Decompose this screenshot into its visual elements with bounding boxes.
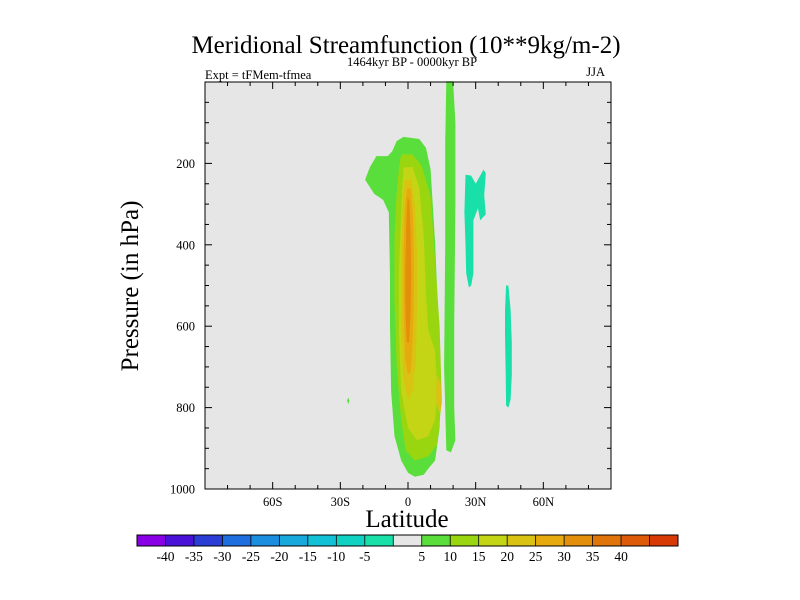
y-tick-label: 800 [176, 401, 195, 415]
colorbar-swatch [250, 535, 280, 546]
colorbar-label: 25 [529, 549, 543, 564]
colorbar-swatch [336, 535, 366, 546]
contour-region-gold-right [436, 375, 442, 414]
colorbar-label: -40 [157, 549, 175, 564]
colorbar-label: 15 [472, 549, 486, 564]
colorbar-label: -30 [213, 549, 231, 564]
contour-region-dark-orange [405, 198, 412, 343]
colorbar-label: 10 [443, 549, 457, 564]
colorbar-label: -5 [359, 549, 370, 564]
colorbar-swatch [478, 535, 508, 546]
y-tick-label: 400 [176, 238, 195, 252]
chart-subtitle-right: JJA [586, 65, 605, 79]
contour-region-green-dot [347, 397, 350, 405]
colorbar-swatch [137, 535, 166, 546]
colorbar-swatch [364, 535, 394, 546]
colorbar-label: -15 [299, 549, 317, 564]
y-axis-label: Pressure (in hPa) [117, 201, 144, 372]
colorbar-swatch [165, 535, 195, 546]
contour-region-teal-upper [464, 169, 486, 288]
colorbar-label: 5 [418, 549, 425, 564]
chart-subtitle-left: Expt = tFMem-tfmea [205, 68, 312, 82]
colorbar-swatch [507, 535, 537, 546]
x-tick-label: 30S [331, 495, 351, 509]
colorbar-label: -25 [242, 549, 260, 564]
colorbar-swatch [193, 535, 223, 546]
colorbar-label: 40 [614, 549, 628, 564]
colorbar-swatch [592, 535, 622, 546]
x-axis-label: Latitude [365, 506, 448, 533]
chart-title: Meridional Streamfunction (10**9kg/m-2) [191, 32, 620, 59]
colorbar-label: 35 [586, 549, 600, 564]
colorbar: -40 -35 -30 -25 -20 -15 -10 -5 5 10 15 20 25 30 35 40 [136, 534, 679, 564]
x-tick-label: 60S [263, 495, 283, 509]
colorbar-swatch [222, 535, 252, 546]
contour-region-teal-lower [505, 285, 512, 408]
chart-subtitle-center: 1464kyr BP - 0000kyr BP [347, 55, 477, 69]
contour-region-green-band [444, 81, 456, 453]
colorbar-label: -20 [270, 549, 288, 564]
colorbar-swatch [450, 535, 480, 546]
colorbar-swatch [421, 535, 451, 546]
colorbar-swatch [621, 535, 650, 546]
colorbar-swatch [279, 535, 309, 546]
colorbar-swatch [393, 535, 423, 546]
x-tick-label: 0 [405, 495, 411, 509]
axis-ticks: 60S 30S 0 30N 60N 200 400 600 800 1000 [170, 82, 611, 509]
colorbar-swatch [535, 535, 565, 546]
colorbar-frame [136, 534, 679, 547]
y-tick-label: 1000 [170, 483, 195, 497]
x-tick-label: 30N [465, 495, 487, 509]
contour-regions [347, 81, 512, 477]
colorbar-label: -10 [327, 549, 345, 564]
x-tick-label: 60N [533, 495, 555, 509]
colorbar-swatch [564, 535, 593, 546]
colorbar-label: -35 [185, 549, 203, 564]
colorbar-swatch [307, 535, 337, 546]
colorbar-label: 20 [500, 549, 514, 564]
y-tick-label: 600 [176, 320, 195, 334]
colorbar-label: 30 [557, 549, 571, 564]
y-tick-label: 200 [176, 157, 195, 171]
colorbar-swatch [649, 535, 679, 546]
